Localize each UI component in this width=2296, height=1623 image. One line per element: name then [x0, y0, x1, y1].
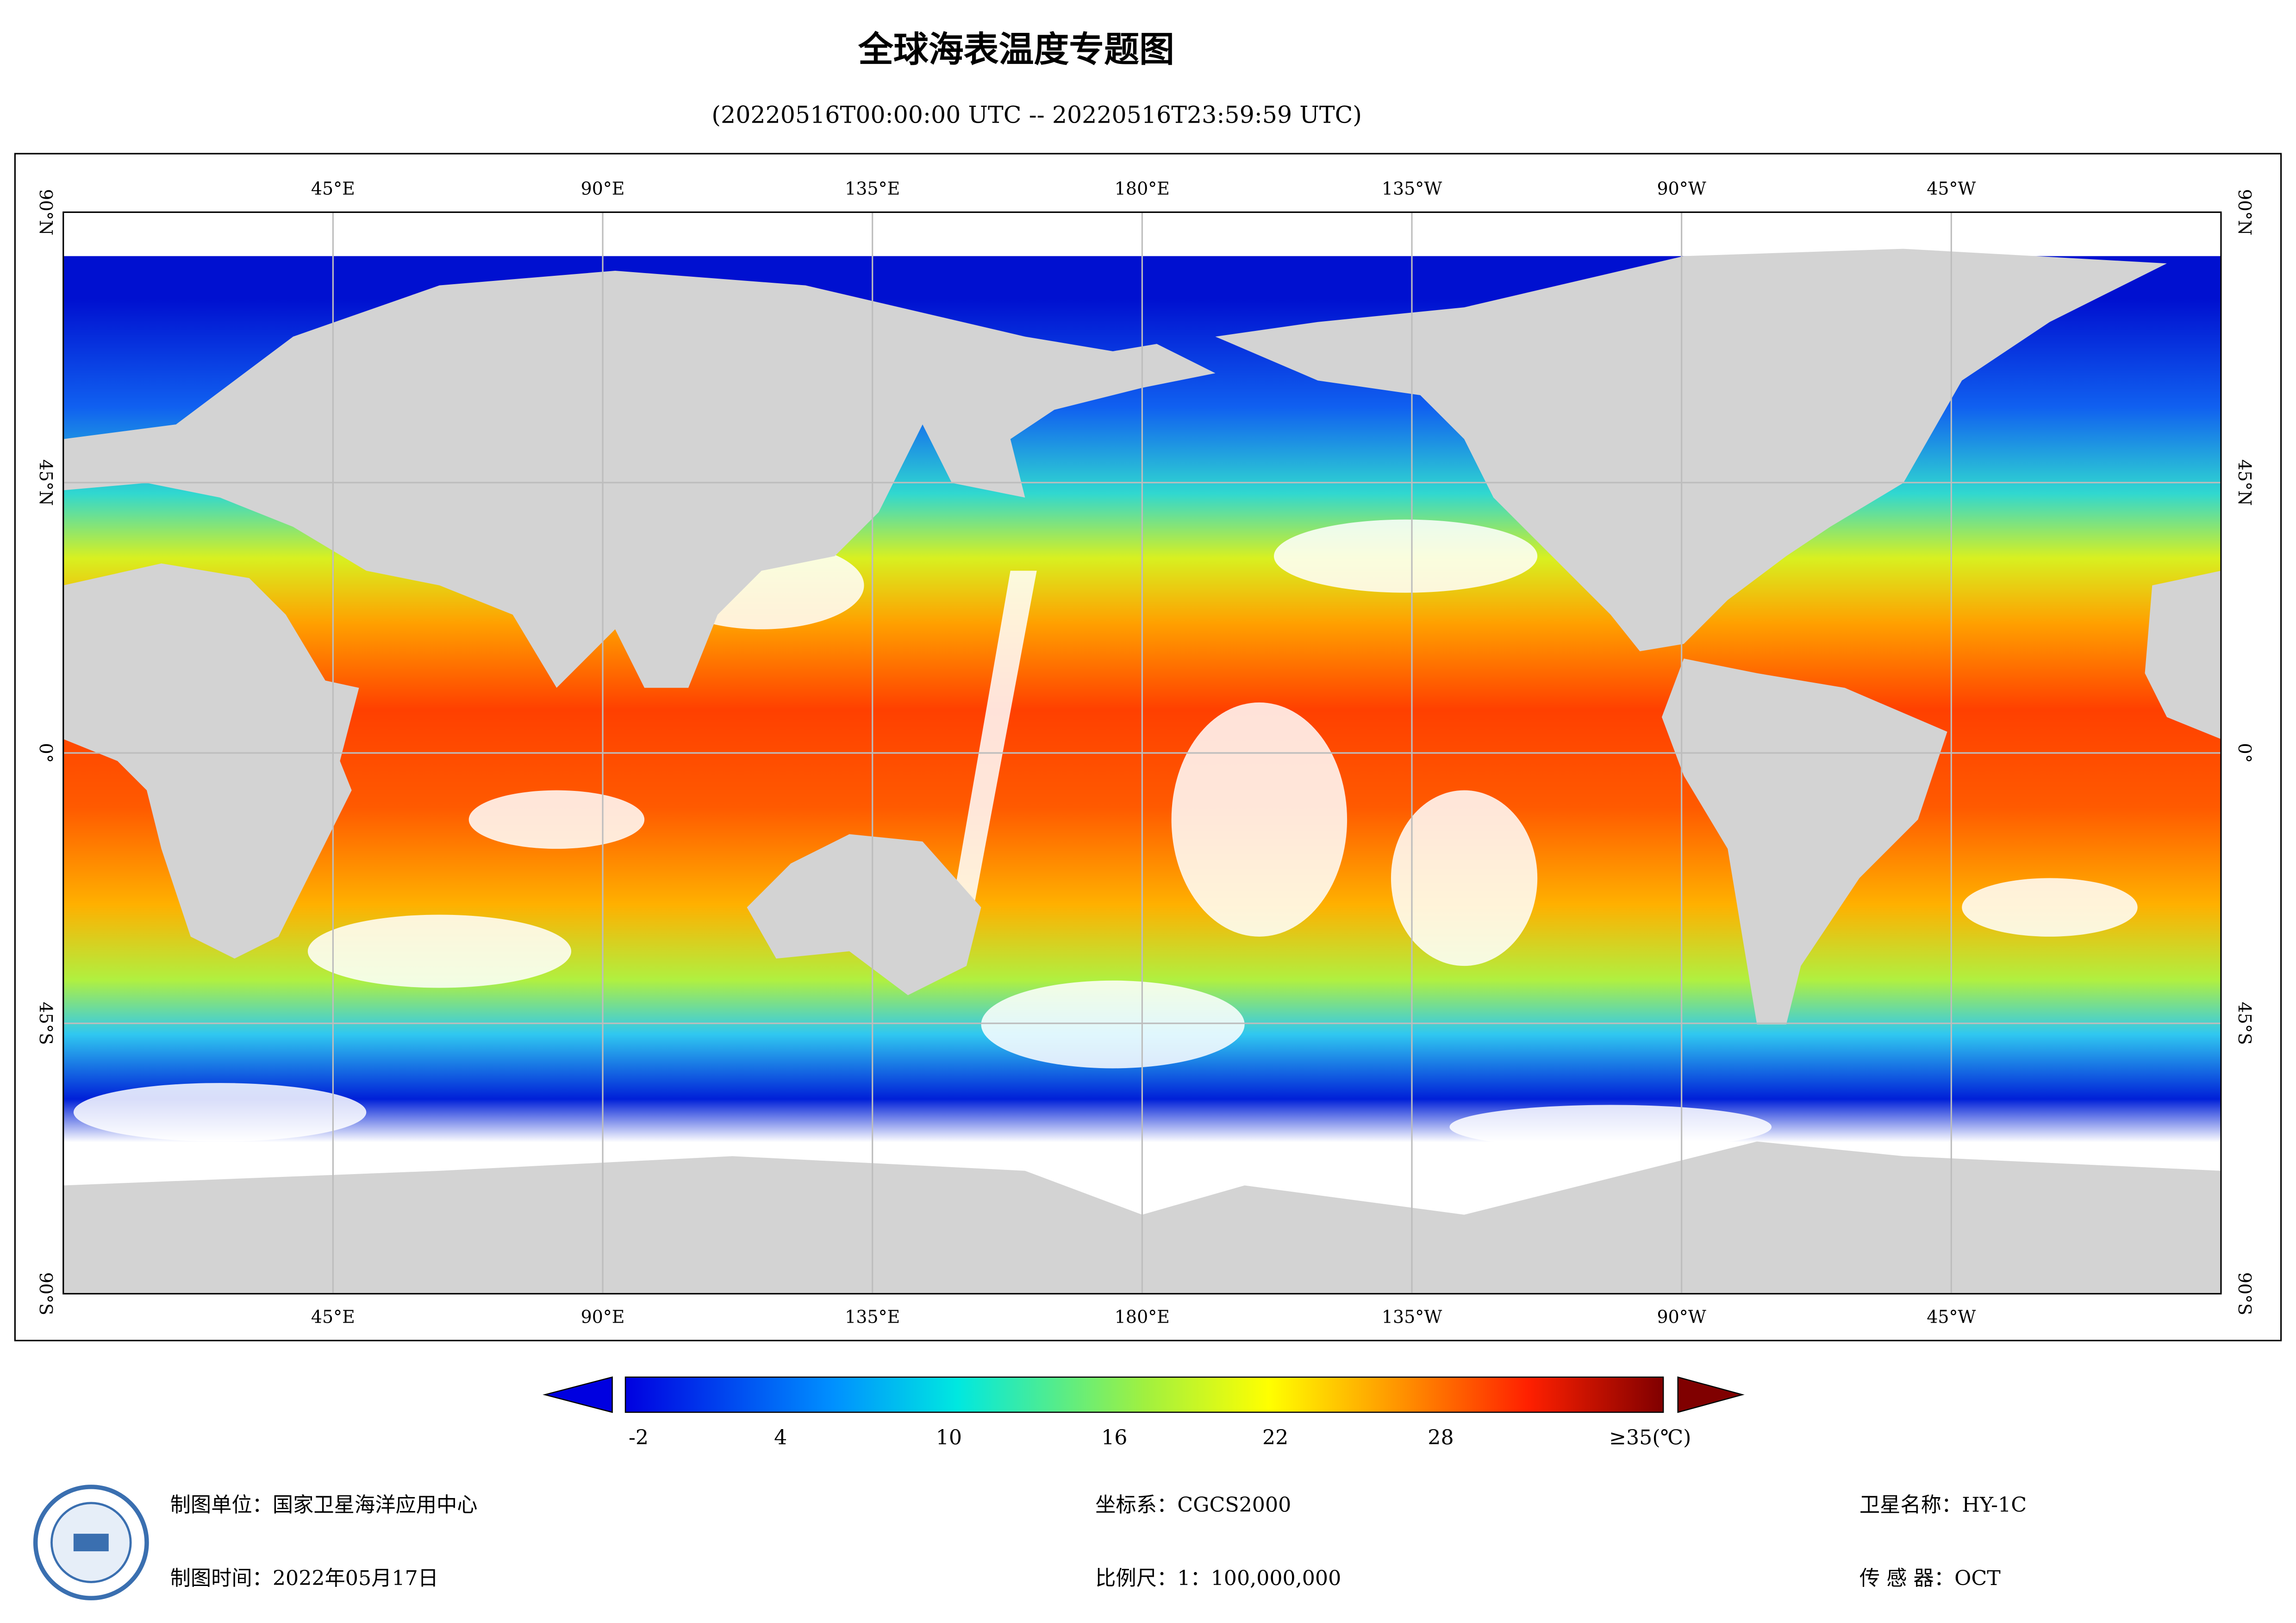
colorbar-label: 16: [1101, 1426, 1127, 1449]
lon-label-top: 135°E: [845, 179, 900, 199]
colorbar-label: 4: [774, 1426, 787, 1449]
colorbar-label: ≥35(℃): [1609, 1426, 1691, 1449]
sensor: 传 感 器：OCT: [1859, 1567, 2001, 1590]
cloud-cover: [73, 519, 2138, 1149]
colorbar-low-arrow: [543, 1376, 613, 1413]
logo: [33, 1485, 149, 1600]
lat-label-right: 45°N: [2234, 460, 2255, 506]
lat-label-left: 90°N: [36, 189, 56, 235]
graticule-labels: 45°E 45°E 90°E 90°E 135°E 135°E 180°E 180°E 135°…: [36, 179, 2255, 1327]
subtitle: (20220516T00:00:00 UTC -- 20220516T23:59…: [711, 101, 1362, 129]
satellite: 卫星名称：HY-1C: [1859, 1493, 2027, 1517]
lon-label-bottom: 135°E: [845, 1307, 900, 1327]
lat-label-left: 45°S: [36, 1002, 56, 1045]
colorbar-labels: -2 4 10 16 22 28 ≥35(℃): [629, 1426, 1691, 1449]
lon-label-bottom: 90°W: [1657, 1307, 1706, 1327]
colorbar-label: 22: [1262, 1426, 1288, 1449]
lat-label-left: 45°N: [36, 460, 56, 506]
colorbar-label: 28: [1428, 1426, 1454, 1449]
colorbar-ramp: [624, 1376, 1664, 1413]
lon-label-top: 180°E: [1115, 179, 1170, 199]
lat-label-right: 45°S: [2234, 1002, 2255, 1045]
lon-label-top: 45°E: [311, 179, 355, 199]
colorbar-label: 10: [936, 1426, 962, 1449]
lon-label-top: 90°W: [1657, 179, 1706, 199]
crs: 坐标系：CGCS2000: [1095, 1493, 1291, 1517]
graticule: [63, 212, 2221, 1294]
lon-label-top: 90°E: [581, 179, 625, 199]
lon-label-bottom: 135°W: [1382, 1307, 1442, 1327]
scale: 比例尺：1：100,000,000: [1095, 1567, 1341, 1590]
title: 全球海表温度专题图: [858, 29, 1174, 70]
map-border: [62, 211, 2222, 1295]
map: [63, 212, 2221, 1294]
lon-label-bottom: 180°E: [1115, 1307, 1170, 1327]
producer: 制图单位：国家卫星海洋应用中心: [170, 1493, 478, 1517]
colorbar-high-arrow: [1677, 1376, 1745, 1413]
lon-label-bottom: 45°W: [1927, 1307, 1976, 1327]
colorbar-label: -2: [629, 1426, 649, 1449]
lat-label-left: 90°S: [36, 1272, 56, 1315]
lon-label-top: 45°W: [1927, 179, 1976, 199]
lat-label-left: 0°: [36, 743, 56, 763]
lon-label-bottom: 45°E: [311, 1307, 355, 1327]
lat-label-right: 90°N: [2234, 189, 2255, 235]
lon-label-top: 135°W: [1382, 179, 1442, 199]
lat-label-right: 0°: [2234, 743, 2255, 763]
lat-label-right: 90°S: [2234, 1272, 2255, 1315]
lon-label-bottom: 90°E: [581, 1307, 625, 1327]
colorbar: -2 4 10 16 22 28 ≥35(℃): [543, 1376, 1745, 1449]
frame: [14, 153, 2282, 1342]
map-date: 制图时间：2022年05月17日: [170, 1567, 438, 1590]
